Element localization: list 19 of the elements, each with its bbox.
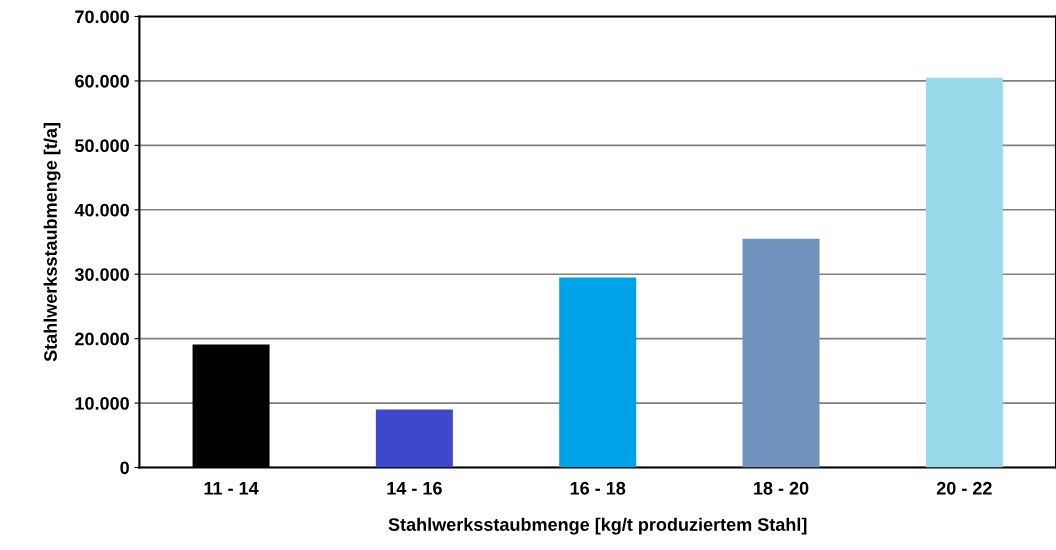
y-tick-label: 50.000 <box>75 139 129 153</box>
y-tick-label: 70.000 <box>75 10 129 24</box>
x-tick-label: 20 - 22 <box>936 481 992 495</box>
x-tick-label: 11 - 14 <box>204 482 259 495</box>
bar <box>925 77 1003 468</box>
bar <box>559 277 637 468</box>
bar <box>375 409 453 468</box>
y-tick-label: 0 <box>120 461 129 475</box>
bar <box>742 238 820 468</box>
y-tick-label: 40.000 <box>74 203 129 217</box>
y-tick-label: 60.000 <box>75 74 129 88</box>
x-tick-label: 18 - 20 <box>754 481 809 495</box>
x-tick-label: 14 - 16 <box>387 481 442 495</box>
y-tick-label: 30.000 <box>74 268 129 281</box>
x-tick-label: 16 - 18 <box>570 481 626 495</box>
x-axis-title: Stahlwerksstaubmenge [kg/t produziertem Stahl] <box>388 517 807 535</box>
y-axis-title: Stahlwerksstaubmenge [t/a] <box>43 123 61 362</box>
y-tick-label: 20.000 <box>75 332 129 346</box>
y-tick-label: 10.000 <box>75 397 129 410</box>
